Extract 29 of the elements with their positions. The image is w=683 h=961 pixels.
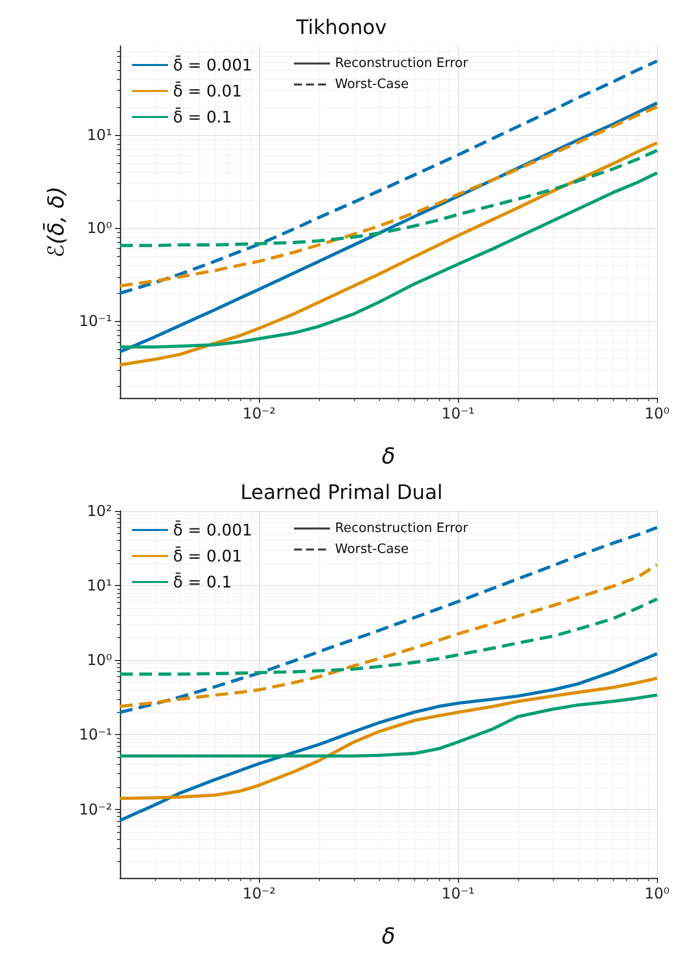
chart-title: Tikhonov bbox=[295, 15, 387, 39]
legend-label: δ̄ = 0.01 bbox=[173, 82, 242, 100]
chart-title: Learned Primal Dual bbox=[240, 480, 443, 504]
legend-label: Reconstruction Error bbox=[335, 521, 469, 536]
y-tick-label: 10⁻¹ bbox=[78, 312, 112, 330]
x-tick-label: 10⁻² bbox=[242, 884, 276, 902]
y-tick-label: 10² bbox=[86, 502, 112, 520]
legend-label: Worst-Case bbox=[335, 542, 409, 557]
x-tick-label: 10⁻² bbox=[242, 404, 276, 422]
legend-label: δ̄ = 0.1 bbox=[173, 572, 232, 592]
y-tick-label: 10⁻¹ bbox=[78, 726, 112, 744]
legend-label: δ̄ = 0.01 bbox=[173, 546, 242, 566]
y-tick-label: 10¹ bbox=[86, 576, 112, 595]
x-axis-title: δ bbox=[382, 924, 396, 950]
y-tick-label: 10⁻² bbox=[78, 800, 112, 818]
legend-label: Worst-Case bbox=[335, 77, 409, 92]
x-axis-title: δ bbox=[382, 444, 396, 470]
legend-label: δ̄ = 0.1 bbox=[173, 108, 232, 126]
x-tick-label: 10⁻¹ bbox=[442, 404, 475, 422]
y-tick-label: 10⁰ bbox=[86, 651, 112, 670]
legend-label: Reconstruction Error bbox=[335, 56, 469, 71]
y-axis-title: ℰ(δ̄, δ) bbox=[42, 186, 70, 258]
y-tick-label: 10¹ bbox=[86, 126, 112, 144]
x-tick-label: 10⁻¹ bbox=[442, 884, 475, 902]
x-tick-label: 10⁰ bbox=[644, 404, 670, 422]
y-tick-label: 10⁰ bbox=[86, 219, 112, 238]
legend-label: δ̄ = 0.001 bbox=[173, 56, 252, 74]
legend-label: δ̄ = 0.001 bbox=[173, 520, 252, 540]
x-tick-label: 10⁰ bbox=[644, 884, 670, 902]
